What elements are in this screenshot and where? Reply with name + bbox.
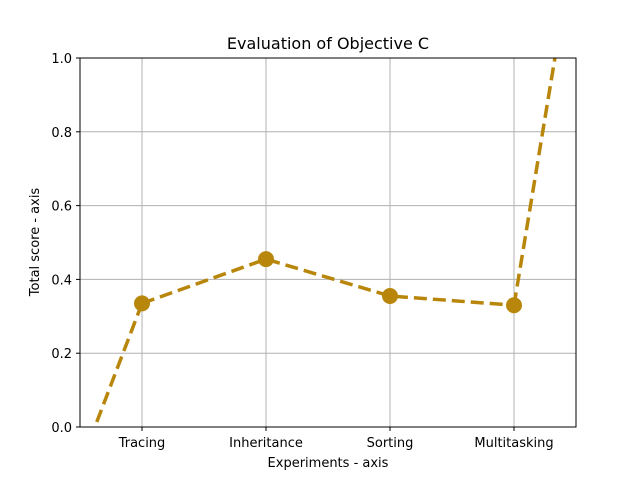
x-tick-label: Tracing	[118, 436, 166, 451]
y-tick-label: 0.8	[51, 126, 72, 141]
series-extension-line	[93, 302, 144, 427]
y-axis-label: Total score - axis	[28, 188, 43, 298]
chart-title: Evaluation of Objective C	[227, 34, 429, 53]
y-tick-label: 0.2	[51, 347, 72, 362]
x-tick-label: Inheritance	[229, 436, 303, 451]
y-tick-label: 1.0	[51, 52, 72, 67]
series-extension-line	[512, 58, 557, 306]
y-tick-label: 0.0	[51, 421, 72, 436]
x-axis-label: Experiments - axis	[268, 456, 389, 471]
data-point-marker	[382, 288, 398, 305]
y-tick-label: 0.4	[51, 273, 72, 288]
plot-frame	[79, 57, 577, 428]
grid-lines	[80, 57, 576, 428]
y-tick-label: 0.6	[51, 200, 72, 215]
series-line	[141, 257, 515, 307]
data-point-marker	[258, 251, 274, 268]
plot-series	[93, 58, 557, 427]
y-axis-ticks: 0.0 0.2 0.4 0.6 0.8 1.0	[51, 52, 80, 436]
x-axis-ticks: Tracing Inheritance Sorting Multitasking	[118, 427, 554, 451]
x-tick-label: Sorting	[367, 436, 414, 451]
data-point-marker	[506, 297, 522, 314]
data-point-marker	[134, 295, 150, 312]
x-tick-label: Multitasking	[474, 436, 553, 451]
